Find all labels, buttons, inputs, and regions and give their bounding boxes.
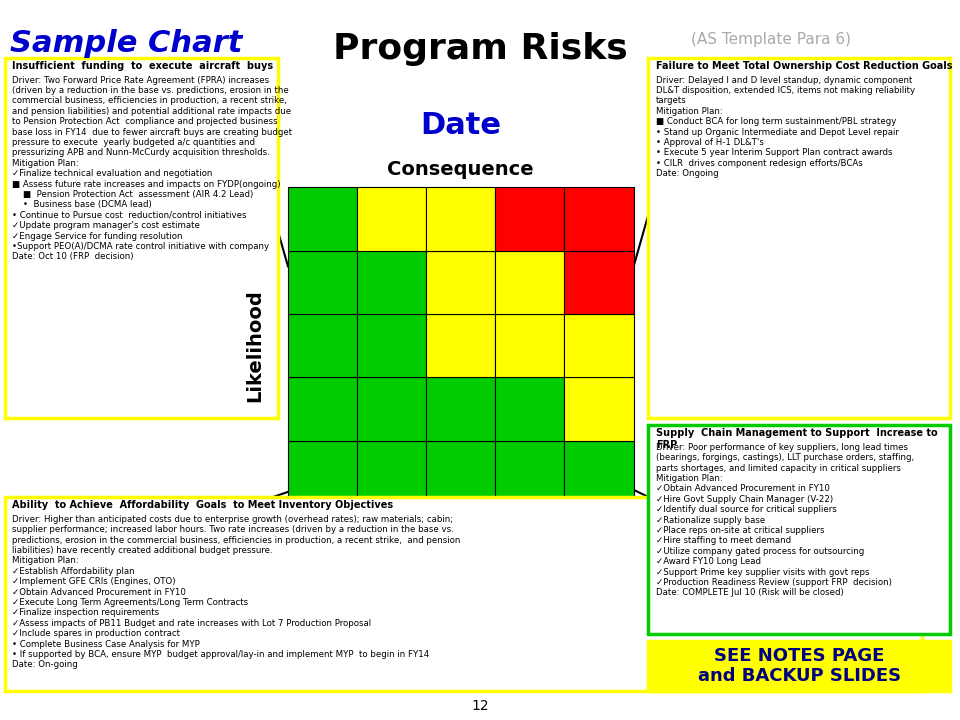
Text: Driver: Poor performance of key suppliers, long lead times
(bearings, forgings, : Driver: Poor performance of key supplier… (656, 443, 914, 598)
Text: Driver: Delayed I and D level standup, dynamic component
DL&T disposition, exten: Driver: Delayed I and D level standup, d… (656, 76, 915, 179)
Text: Program Risks: Program Risks (332, 32, 628, 66)
Text: Likelihood: Likelihood (245, 289, 264, 402)
Circle shape (440, 266, 482, 298)
Circle shape (578, 393, 620, 425)
Circle shape (578, 330, 620, 361)
Text: Supply  Chain Management to Support  Increase to FRP: Supply Chain Management to Support Incre… (656, 428, 937, 450)
Text: Driver: Two Forward Price Rate Agreement (FPRA) increases
(driven by a reduction: Driver: Two Forward Price Rate Agreement… (12, 76, 293, 261)
Text: Insufficient  funding  to  execute  aircraft  buys: Insufficient funding to execute aircraft… (12, 61, 274, 71)
Text: (AS Template Para 6): (AS Template Para 6) (691, 32, 852, 48)
Circle shape (509, 203, 551, 235)
Text: SEE NOTES PAGE
and BACKUP SLIDES: SEE NOTES PAGE and BACKUP SLIDES (698, 647, 900, 685)
Text: Ability  to Achieve  Affordability  Goals  to Meet Inventory Objectives: Ability to Achieve Affordability Goals t… (12, 500, 394, 510)
Text: Failure to Meet Total Ownership Cost Reduction Goals: Failure to Meet Total Ownership Cost Red… (656, 61, 952, 71)
Circle shape (578, 456, 620, 488)
Text: 12: 12 (471, 699, 489, 713)
Circle shape (509, 330, 551, 361)
Text: Date: Date (420, 112, 501, 140)
Circle shape (509, 266, 551, 298)
Text: Driver: Higher than anticipated costs due to enterprise growth (overhead rates);: Driver: Higher than anticipated costs du… (12, 515, 461, 670)
Text: Consequence: Consequence (388, 160, 534, 179)
Text: Sample Chart: Sample Chart (10, 29, 242, 58)
